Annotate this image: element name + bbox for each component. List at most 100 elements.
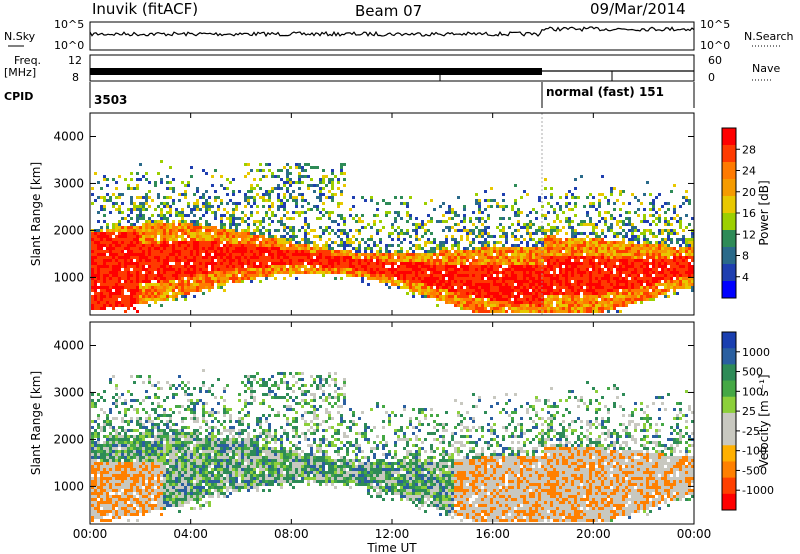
heatmap-cell (385, 271, 388, 274)
heatmap-cell (337, 181, 340, 184)
heatmap-cell (667, 295, 670, 298)
heatmap-cell (622, 301, 625, 304)
heatmap-cell (115, 283, 118, 286)
heatmap-cell (580, 289, 583, 292)
heatmap-cell (610, 274, 613, 277)
heatmap-cell (676, 253, 679, 256)
heatmap-cell (682, 277, 685, 280)
heatmap-cell (163, 274, 166, 277)
heatmap-cell (148, 268, 151, 271)
heatmap-cell (202, 271, 205, 274)
heatmap-cell (610, 226, 613, 229)
heatmap-cell (565, 310, 568, 313)
heatmap-cell (547, 307, 550, 310)
heatmap-cell (163, 289, 166, 292)
heatmap-cell (121, 283, 124, 286)
heatmap-cell (637, 259, 640, 262)
heatmap-cell (178, 253, 181, 256)
heatmap-cell (481, 286, 484, 289)
heatmap-cell (541, 262, 544, 265)
heatmap-cell (463, 208, 466, 211)
heatmap-cell (685, 271, 688, 274)
heatmap-cell (637, 268, 640, 271)
heatmap-cell (673, 274, 676, 277)
heatmap-cell (184, 286, 187, 289)
heatmap-cell (625, 256, 628, 259)
heatmap-cell (157, 283, 160, 286)
heatmap-cell (250, 253, 253, 256)
heatmap-cell (652, 244, 655, 247)
heatmap-cell (469, 232, 472, 235)
heatmap-cell (328, 226, 331, 229)
heatmap-cell (460, 253, 463, 256)
heatmap-cell (235, 223, 238, 226)
heatmap-cell (643, 220, 646, 223)
heatmap-cell (214, 214, 217, 217)
heatmap-cell (166, 187, 169, 190)
heatmap-cell (607, 277, 610, 280)
heatmap-cell (409, 196, 412, 199)
heatmap-cell (496, 292, 499, 295)
heatmap-cell (133, 229, 136, 232)
heatmap-cell (541, 241, 544, 244)
heatmap-cell (670, 253, 673, 256)
heatmap-cell (256, 184, 259, 187)
heatmap-cell (559, 253, 562, 256)
heatmap-cell (127, 271, 130, 274)
heatmap-cell (199, 289, 202, 292)
heatmap-cell (91, 187, 94, 190)
heatmap-cell (274, 229, 277, 232)
heatmap-cell (271, 205, 274, 208)
heatmap-cell (325, 247, 328, 250)
heatmap-cell (520, 310, 523, 313)
heatmap-cell (424, 202, 427, 205)
heatmap-cell (124, 283, 127, 286)
heatmap-cell (244, 232, 247, 235)
heatmap-cell (262, 217, 265, 220)
heatmap-cell (649, 253, 652, 256)
heatmap-cell (133, 238, 136, 241)
heatmap-cell (172, 199, 175, 202)
heatmap-cell (106, 295, 109, 298)
heatmap-cell (364, 274, 367, 277)
heatmap-cell (106, 289, 109, 292)
heatmap-cell (466, 286, 469, 289)
heatmap-cell (178, 292, 181, 295)
heatmap-cell (133, 244, 136, 247)
heatmap-cell (412, 274, 415, 277)
heatmap-cell (235, 259, 238, 262)
heatmap-cell (151, 265, 154, 268)
heatmap-cell (445, 256, 448, 259)
heatmap-cell (298, 259, 301, 262)
heatmap-cell (310, 259, 313, 262)
heatmap-cell (676, 241, 679, 244)
heatmap-cell (481, 310, 484, 313)
heatmap-cell (130, 250, 133, 253)
heatmap-cell (331, 187, 334, 190)
heatmap-cell (439, 295, 442, 298)
heatmap-cell (214, 268, 217, 271)
heatmap-cell (421, 280, 424, 283)
heatmap-cell (595, 304, 598, 307)
heatmap-cell (550, 187, 553, 190)
heatmap-cell (289, 274, 292, 277)
heatmap-cell (499, 235, 502, 238)
heatmap-cell (364, 259, 367, 262)
heatmap-cell (547, 235, 550, 238)
heatmap-cell (565, 304, 568, 307)
heatmap-cell (151, 226, 154, 229)
heatmap-cell (139, 271, 142, 274)
heatmap-cell (271, 262, 274, 265)
heatmap-cell (631, 286, 634, 289)
heatmap-cell (181, 214, 184, 217)
heatmap-cell (442, 253, 445, 256)
heatmap-cell (166, 202, 169, 205)
heatmap-cell (676, 268, 679, 271)
heatmap-cell (469, 292, 472, 295)
heatmap-cell (499, 280, 502, 283)
heatmap-cell (403, 232, 406, 235)
heatmap-cell (517, 211, 520, 214)
heatmap-cell (598, 310, 601, 313)
heatmap-cell (634, 298, 637, 301)
heatmap-cell (580, 247, 583, 250)
